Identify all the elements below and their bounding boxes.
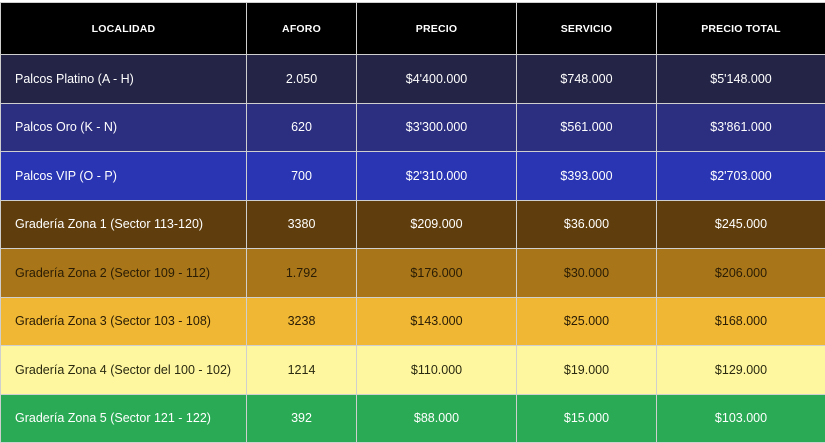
header-precio-total: PRECIO TOTAL bbox=[657, 3, 825, 55]
cell-localidad: Gradería Zona 2 (Sector 109 - 112) bbox=[1, 249, 247, 298]
header-precio: PRECIO bbox=[357, 3, 517, 55]
cell-precio: $4'400.000 bbox=[357, 55, 517, 104]
cell-precio: $176.000 bbox=[357, 249, 517, 298]
cell-precio: $143.000 bbox=[357, 297, 517, 346]
cell-precio-total: $2'703.000 bbox=[657, 152, 825, 201]
cell-localidad: Gradería Zona 1 (Sector 113-120) bbox=[1, 200, 247, 249]
cell-servicio: $36.000 bbox=[517, 200, 657, 249]
cell-precio: $110.000 bbox=[357, 346, 517, 395]
cell-servicio: $19.000 bbox=[517, 346, 657, 395]
cell-precio: $209.000 bbox=[357, 200, 517, 249]
cell-aforo: 1214 bbox=[247, 346, 357, 395]
table-row: Gradería Zona 2 (Sector 109 - 112) 1.792… bbox=[1, 249, 825, 298]
cell-localidad: Gradería Zona 5 (Sector 121 - 122) bbox=[1, 394, 247, 443]
cell-servicio: $561.000 bbox=[517, 103, 657, 152]
cell-servicio: $748.000 bbox=[517, 55, 657, 104]
cell-precio-total: $3'861.000 bbox=[657, 103, 825, 152]
cell-aforo: 2.050 bbox=[247, 55, 357, 104]
cell-aforo: 620 bbox=[247, 103, 357, 152]
table-row: Palcos Oro (K - N) 620 $3'300.000 $561.0… bbox=[1, 103, 825, 152]
table-row: Gradería Zona 3 (Sector 103 - 108) 3238 … bbox=[1, 297, 825, 346]
cell-aforo: 700 bbox=[247, 152, 357, 201]
cell-precio: $88.000 bbox=[357, 394, 517, 443]
cell-precio: $2'310.000 bbox=[357, 152, 517, 201]
cell-localidad: Palcos VIP (O - P) bbox=[1, 152, 247, 201]
table-row: Gradería Zona 1 (Sector 113-120) 3380 $2… bbox=[1, 200, 825, 249]
table-row: Palcos Platino (A - H) 2.050 $4'400.000 … bbox=[1, 55, 825, 104]
header-aforo: AFORO bbox=[247, 3, 357, 55]
cell-servicio: $30.000 bbox=[517, 249, 657, 298]
cell-localidad: Gradería Zona 3 (Sector 103 - 108) bbox=[1, 297, 247, 346]
table-row: Palcos VIP (O - P) 700 $2'310.000 $393.0… bbox=[1, 152, 825, 201]
cell-servicio: $15.000 bbox=[517, 394, 657, 443]
table-body: Palcos Platino (A - H) 2.050 $4'400.000 … bbox=[1, 55, 825, 443]
cell-precio-total: $206.000 bbox=[657, 249, 825, 298]
cell-aforo: 392 bbox=[247, 394, 357, 443]
header-localidad: LOCALIDAD bbox=[1, 3, 247, 55]
cell-localidad: Gradería Zona 4 (Sector del 100 - 102) bbox=[1, 346, 247, 395]
cell-precio-total: $129.000 bbox=[657, 346, 825, 395]
table-row: Gradería Zona 4 (Sector del 100 - 102) 1… bbox=[1, 346, 825, 395]
cell-localidad: Palcos Platino (A - H) bbox=[1, 55, 247, 104]
cell-precio-total: $5'148.000 bbox=[657, 55, 825, 104]
cell-precio-total: $245.000 bbox=[657, 200, 825, 249]
cell-precio-total: $103.000 bbox=[657, 394, 825, 443]
header-servicio: SERVICIO bbox=[517, 3, 657, 55]
cell-precio: $3'300.000 bbox=[357, 103, 517, 152]
cell-precio-total: $168.000 bbox=[657, 297, 825, 346]
cell-servicio: $25.000 bbox=[517, 297, 657, 346]
cell-aforo: 3238 bbox=[247, 297, 357, 346]
table-row: Gradería Zona 5 (Sector 121 - 122) 392 $… bbox=[1, 394, 825, 443]
cell-localidad: Palcos Oro (K - N) bbox=[1, 103, 247, 152]
cell-servicio: $393.000 bbox=[517, 152, 657, 201]
cell-aforo: 1.792 bbox=[247, 249, 357, 298]
header-row: LOCALIDAD AFORO PRECIO SERVICIO PRECIO T… bbox=[1, 3, 825, 55]
cell-aforo: 3380 bbox=[247, 200, 357, 249]
